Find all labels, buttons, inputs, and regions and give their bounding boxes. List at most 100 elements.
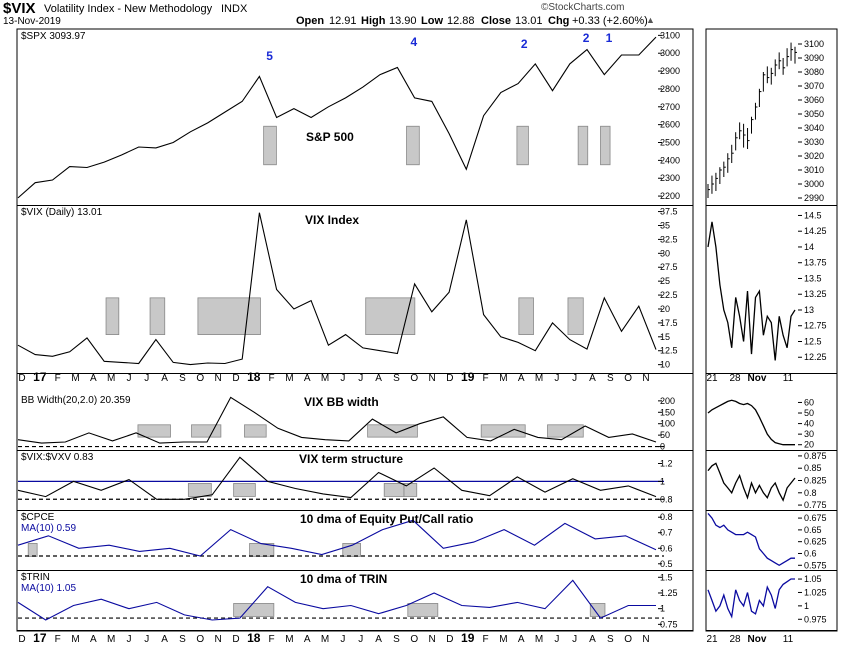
panel-annotation: S&P 500 bbox=[306, 130, 354, 144]
inset-x-tick-label: 21 bbox=[706, 634, 718, 645]
x-tick-label: N bbox=[214, 634, 221, 645]
x-tick-label: A bbox=[518, 373, 525, 384]
high-value: 13.90 bbox=[389, 15, 417, 27]
x-tick-label: J bbox=[126, 373, 131, 384]
y-tick-label: 0.5 bbox=[660, 559, 673, 569]
x-tick-label: J bbox=[126, 634, 131, 645]
y-tick-label: 1 bbox=[660, 476, 665, 486]
highlight-zone bbox=[244, 424, 267, 438]
y-tick-label: 0 bbox=[660, 442, 665, 452]
highlight-zone bbox=[197, 297, 261, 335]
x-tick-label: 18 bbox=[247, 370, 261, 384]
inset-y-tick-label: 0.825 bbox=[804, 476, 827, 486]
inset-y-tick-label: 3070 bbox=[804, 81, 824, 91]
x-tick-label: A bbox=[161, 373, 168, 384]
x-tick-label: J bbox=[144, 634, 149, 645]
highlight-zone bbox=[233, 603, 275, 617]
x-tick-label: A bbox=[589, 373, 596, 384]
x-tick-label: M bbox=[285, 634, 293, 645]
y-tick-label: 3000 bbox=[660, 48, 680, 58]
x-tick-label: M bbox=[71, 634, 79, 645]
x-tick-label: O bbox=[196, 373, 204, 384]
highlight-zone bbox=[589, 603, 606, 617]
y-tick-label: 15 bbox=[660, 332, 670, 342]
y-tick-label: 150 bbox=[660, 407, 675, 417]
x-tick-label: O bbox=[624, 373, 632, 384]
x-tick-label: D bbox=[18, 373, 25, 384]
x-tick-label: N bbox=[642, 373, 649, 384]
x-tick-label: A bbox=[304, 373, 311, 384]
inset-y-tick-label: 14 bbox=[804, 242, 814, 252]
x-tick-label: J bbox=[572, 634, 577, 645]
y-tick-label: 2500 bbox=[660, 138, 680, 148]
x-tick-label: F bbox=[269, 373, 275, 384]
chart-header: $VIX Volatility Index - New Methodology … bbox=[0, 0, 850, 28]
inset-y-tick-label: 1.05 bbox=[804, 574, 822, 584]
inset-y-tick-label: 1.025 bbox=[804, 587, 827, 597]
panel-annotation: VIX term structure bbox=[299, 452, 403, 466]
highlight-zone bbox=[137, 424, 171, 438]
inset-y-tick-label: 3030 bbox=[804, 137, 824, 147]
symbol: $VIX bbox=[3, 0, 36, 17]
x-tick-label: D bbox=[18, 634, 25, 645]
x-tick-label: A bbox=[90, 373, 97, 384]
series-line bbox=[17, 212, 657, 366]
x-tick-label: S bbox=[179, 373, 186, 384]
x-tick-label: D bbox=[232, 634, 239, 645]
panel-legend: $VIX (Daily) 13.01 bbox=[21, 207, 103, 218]
inset-y-tick-label: 0.875 bbox=[804, 451, 827, 461]
x-tick-label: F bbox=[269, 634, 275, 645]
x-tick-label: J bbox=[554, 634, 559, 645]
y-tick-label: 20 bbox=[660, 304, 670, 314]
x-tick-label: S bbox=[393, 634, 400, 645]
series-line bbox=[17, 579, 656, 621]
highlight-zone bbox=[600, 125, 611, 166]
inset-y-tick-label: 2990 bbox=[804, 193, 824, 203]
y-tick-label: 2200 bbox=[660, 191, 680, 201]
x-tick-label: D bbox=[446, 634, 453, 645]
inset-series-line bbox=[707, 578, 795, 619]
y-tick-label: 22.5 bbox=[660, 290, 678, 300]
highlight-zone bbox=[577, 125, 589, 166]
low-label: Low bbox=[421, 15, 443, 27]
open-value: 12.91 bbox=[329, 15, 357, 27]
y-tick-label: 2700 bbox=[660, 102, 680, 112]
close-label: Close bbox=[481, 15, 511, 27]
x-tick-label: A bbox=[375, 373, 382, 384]
inset-y-tick-label: 13 bbox=[804, 305, 814, 315]
x-tick-label: 19 bbox=[461, 631, 475, 645]
wave-label: 4 bbox=[410, 35, 417, 49]
open-label: Open bbox=[296, 15, 325, 27]
x-tick-label: N bbox=[428, 373, 435, 384]
inset-series-line bbox=[707, 399, 795, 446]
y-tick-label: 17.5 bbox=[660, 318, 678, 328]
x-tick-label: 17 bbox=[33, 370, 47, 384]
inset-y-tick-label: 0.65 bbox=[804, 525, 822, 535]
x-tick-label: D bbox=[446, 373, 453, 384]
y-tick-label: 3100 bbox=[660, 30, 680, 40]
inset-y-tick-label: 13.5 bbox=[804, 273, 822, 283]
x-tick-label: M bbox=[107, 373, 115, 384]
x-tick-label: J bbox=[358, 634, 363, 645]
y-tick-label: 0.8 bbox=[660, 494, 673, 504]
inset-x-tick-label: 28 bbox=[729, 634, 741, 645]
chevron-up-icon[interactable]: ▲ bbox=[646, 15, 655, 25]
x-tick-label: J bbox=[340, 373, 345, 384]
x-tick-label: A bbox=[518, 634, 525, 645]
exchange: INDX bbox=[221, 3, 248, 15]
inset-series-line bbox=[707, 462, 796, 502]
inset-y-tick-label: 0.775 bbox=[804, 500, 827, 510]
inset-x-tick-label: 28 bbox=[729, 373, 741, 384]
x-tick-label: F bbox=[482, 634, 488, 645]
x-tick-label: M bbox=[535, 373, 543, 384]
inset-y-tick-label: 0.8 bbox=[804, 488, 817, 498]
panel-legend-ma: MA(10) 0.59 bbox=[21, 523, 76, 534]
highlight-zone bbox=[233, 483, 256, 497]
y-tick-label: 32.5 bbox=[660, 234, 678, 244]
watermark: ©StockCharts.com bbox=[541, 2, 625, 13]
wave-label: 2 bbox=[583, 31, 590, 45]
y-tick-label: 1.5 bbox=[660, 572, 673, 582]
inset-series-line bbox=[707, 221, 796, 361]
y-tick-label: 2400 bbox=[660, 155, 680, 165]
chart-date: 13-Nov-2019 bbox=[3, 16, 61, 27]
